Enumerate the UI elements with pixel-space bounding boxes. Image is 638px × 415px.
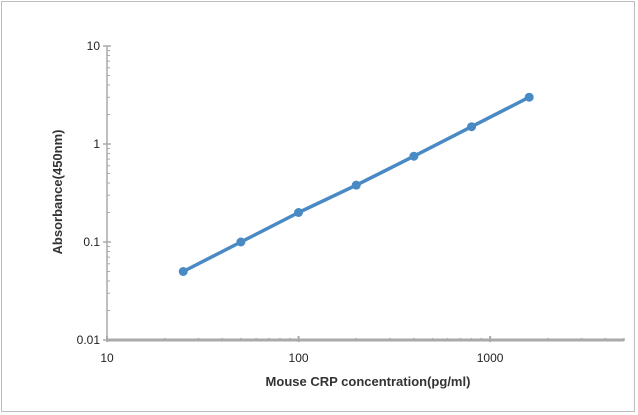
x-axis-title: Mouse CRP concentration(pg/ml) [266,374,471,389]
data-point [409,151,419,161]
data-point [467,122,477,132]
data-point [178,267,188,277]
tick-labels: 0.01 0.1 1 10 10 100 1000 [77,39,504,365]
y-axis-title: Absorbance(450nm) [50,130,65,255]
data-point [351,180,361,190]
y-tick-label: 10 [87,39,101,53]
y-tick-label: 0.01 [77,333,101,347]
x-tick-label: 100 [289,351,309,365]
data-point [524,92,534,102]
x-tick-label: 10 [100,351,114,365]
y-tick-label: 1 [93,137,100,151]
y-tick-label: 0.1 [83,235,100,249]
x-tick-label: 1000 [477,351,504,365]
data-point [236,237,246,247]
data-point [294,207,304,217]
axes [103,45,625,342]
data-series [178,92,534,277]
